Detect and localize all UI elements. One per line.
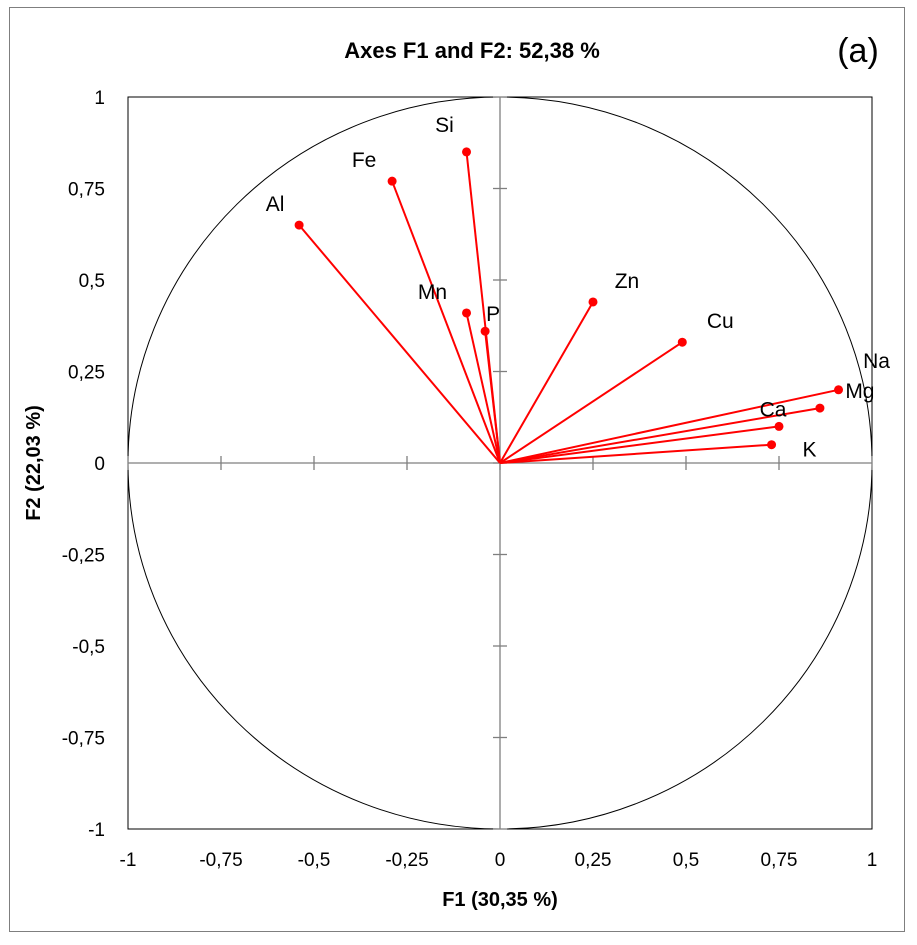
vector-cu — [499, 341, 683, 464]
vector-p — [484, 331, 501, 464]
point-mg — [815, 403, 825, 413]
x-tick-label: 0,75 — [761, 850, 798, 871]
y-tick-label: 0,25 — [68, 363, 105, 384]
label-na: Na — [863, 350, 890, 373]
x-tick-label: 0,5 — [673, 850, 699, 871]
loading-vectors — [294, 147, 844, 464]
y-tick-label: -1 — [88, 820, 105, 841]
vector-mg — [499, 407, 821, 464]
label-mn: Mn — [418, 281, 447, 304]
point-k — [767, 440, 777, 450]
y-axis-title: F2 (22,03 %) — [23, 405, 45, 521]
point-si — [462, 147, 472, 157]
point-na — [834, 385, 844, 395]
x-tick-label: 0,25 — [575, 850, 612, 871]
x-tick-label: 1 — [867, 850, 878, 871]
y-tick-label: 0 — [94, 454, 105, 475]
y-axis-ticks: 1 0,75 0,5 0,25 0 -0,25 -0,5 -0,75 -1 — [62, 88, 507, 841]
x-tick-label: -0,5 — [298, 850, 331, 871]
y-tick-label: 0,75 — [68, 180, 105, 201]
point-al — [294, 220, 304, 230]
label-k: K — [803, 439, 817, 462]
vector-ca — [499, 425, 780, 464]
y-tick-label: -0,25 — [62, 546, 105, 567]
vector-k — [499, 443, 772, 464]
y-tick-label: 0,5 — [79, 271, 105, 292]
x-tick-label: -1 — [120, 850, 137, 871]
point-mn — [462, 308, 472, 318]
label-zn: Zn — [615, 270, 640, 293]
vector-fe — [391, 180, 501, 464]
x-tick-label: -0,75 — [199, 850, 242, 871]
point-fe — [387, 176, 397, 186]
point-zn — [588, 297, 598, 307]
label-p: P — [486, 303, 500, 326]
label-al: Al — [266, 193, 285, 216]
panel-label: (a) — [837, 32, 879, 70]
x-axis-ticks: -1 -0,75 -0,5 -0,25 0 0,25 0,5 0,75 1 — [120, 456, 878, 871]
plot-area: -1 -0,75 -0,5 -0,25 0 0,25 0,5 0,75 1 1 0,75 0,5 0,… — [62, 88, 891, 871]
y-tick-label: -0,75 — [62, 729, 105, 750]
chart-title: Axes F1 and F2: 52,38 % — [344, 38, 600, 63]
variable-labels: Al Fe Si Mn P Zn Cu Na Mg Ca K — [266, 114, 890, 462]
x-axis-title: F1 (30,35 %) — [442, 889, 558, 911]
label-mg: Mg — [845, 380, 874, 403]
vector-na — [499, 388, 839, 464]
y-tick-label: 1 — [94, 88, 105, 109]
label-fe: Fe — [352, 149, 377, 172]
label-cu: Cu — [707, 310, 734, 333]
label-si: Si — [435, 114, 454, 137]
x-tick-label: 0 — [495, 850, 506, 871]
label-ca: Ca — [760, 398, 787, 421]
chart-frame — [9, 7, 905, 932]
point-p — [480, 326, 490, 336]
vector-al — [298, 224, 501, 464]
y-tick-label: -0,5 — [72, 637, 105, 658]
vector-mn — [465, 312, 501, 464]
point-ca — [774, 421, 784, 431]
point-cu — [677, 337, 687, 347]
vector-zn — [499, 301, 594, 464]
x-tick-label: -0,25 — [385, 850, 428, 871]
